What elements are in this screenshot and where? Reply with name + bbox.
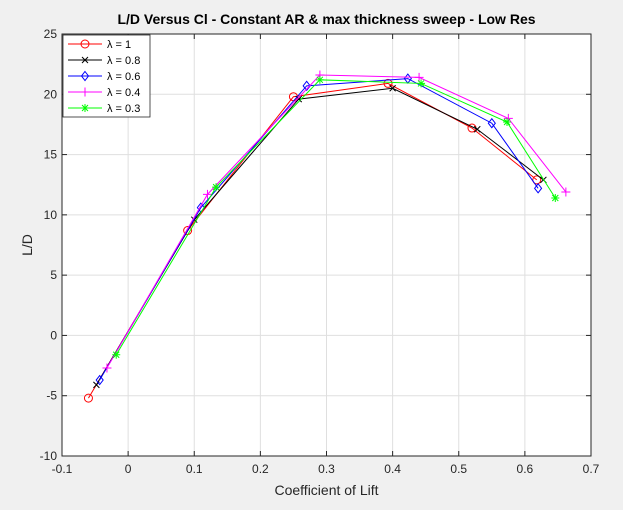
legend-marker	[80, 39, 90, 49]
data-point	[414, 72, 424, 82]
data-point	[551, 193, 560, 202]
y-tick-label: 20	[44, 87, 58, 101]
legend-entry: λ = 0.3	[68, 103, 140, 115]
data-point	[202, 189, 212, 199]
data-point	[102, 363, 112, 373]
x-tick-label: 0.5	[450, 462, 467, 476]
y-tick-label: 15	[44, 148, 58, 162]
series-4	[112, 75, 560, 359]
x-tick-label: 0.4	[384, 462, 401, 476]
data-point	[561, 187, 571, 197]
legend-marker	[81, 56, 89, 64]
x-tick-label: 0.1	[186, 462, 203, 476]
legend-entry: λ = 0.4	[68, 87, 140, 99]
data-point	[417, 79, 426, 88]
legend-label: λ = 0.6	[107, 71, 140, 83]
data-point	[212, 183, 221, 192]
series-group	[83, 70, 571, 403]
y-tick-label: 25	[44, 27, 58, 41]
legend-marker	[81, 104, 89, 112]
data-point	[532, 175, 542, 185]
y-tick-label: 0	[50, 328, 57, 342]
x-tick-label: 0	[125, 462, 132, 476]
y-tick-labels: -10 -5 0 5 10 15 20 25	[40, 27, 58, 463]
x-axis-label: Coefficient of Lift	[274, 482, 378, 498]
chart-title: L/D Versus Cl - Constant AR & max thickn…	[117, 11, 535, 27]
data-point	[503, 118, 512, 127]
legend: λ = 1 λ = 0.8 λ = 0.6 λ = 0.4 λ = 0.3	[62, 34, 151, 118]
data-point	[83, 393, 93, 403]
x-tick-label: 0.3	[318, 462, 335, 476]
x-tick-label: 0.7	[583, 462, 600, 476]
y-tick-label: 5	[50, 268, 57, 282]
plot-frame	[61, 33, 592, 457]
y-tick-label: 10	[44, 208, 58, 222]
x-tick-label: -0.1	[52, 462, 73, 476]
data-point	[315, 75, 324, 84]
legend-label: λ = 1	[107, 39, 131, 51]
data-point	[383, 78, 393, 88]
series-2	[95, 73, 543, 386]
series-line	[115, 79, 556, 355]
legend-label: λ = 0.8	[107, 55, 140, 67]
y-axis-label: L/D	[19, 234, 35, 256]
series-line	[106, 74, 567, 369]
legend-entry: λ = 0.6	[68, 70, 140, 83]
data-point	[473, 125, 481, 133]
series-line	[99, 78, 539, 381]
x-tick-label: 0.6	[517, 462, 534, 476]
legend-label: λ = 0.4	[107, 87, 140, 99]
data-point	[95, 374, 104, 386]
x-tick-labels: -0.1 0 0.1 0.2 0.3 0.4 0.5 0.6 0.7	[52, 462, 600, 476]
y-tick-label: -10	[40, 449, 58, 463]
legend-label: λ = 0.3	[107, 103, 140, 115]
data-point	[302, 80, 311, 92]
legend-entry: λ = 0.8	[68, 55, 140, 67]
data-point	[533, 183, 543, 194]
legend-marker	[80, 70, 90, 82]
data-point	[487, 117, 496, 129]
legend-entry: λ = 1	[68, 39, 131, 51]
legend-marker	[80, 87, 90, 97]
series-3	[102, 70, 571, 373]
x-tick-label: 0.2	[252, 462, 269, 476]
data-point	[389, 84, 396, 92]
data-point	[112, 350, 121, 359]
y-tick-label: -5	[46, 389, 57, 403]
